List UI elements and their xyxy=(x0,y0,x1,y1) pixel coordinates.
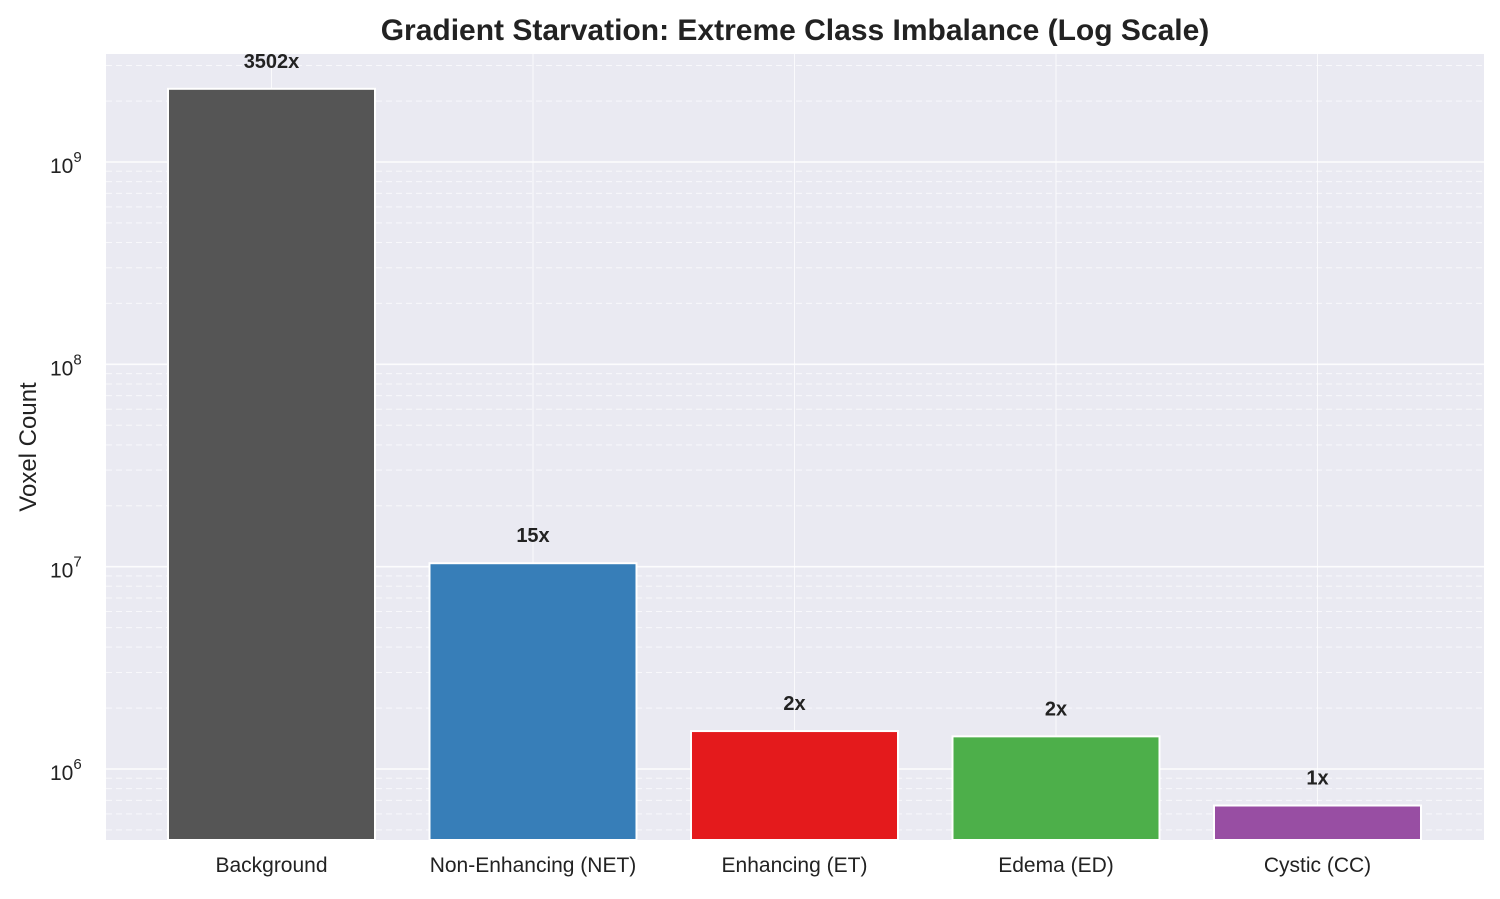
bars xyxy=(167,87,1422,842)
bar-edema-ed xyxy=(951,735,1161,841)
bar-value-label: 2x xyxy=(1045,698,1067,720)
bar-non-enhancing-net xyxy=(428,562,638,842)
bar-value-label: 3502x xyxy=(244,51,300,73)
y-tick-label: 107 xyxy=(50,554,82,583)
x-axis-ticks: Background Non-Enhancing (NET) Enhancing (… xyxy=(215,854,1371,877)
bar-enhancing-et xyxy=(690,730,899,841)
y-tick-label: 109 xyxy=(50,149,82,178)
bar-value-label: 2x xyxy=(783,693,805,715)
bar-cystic-cc xyxy=(1213,804,1422,841)
x-tick-label: Background xyxy=(215,854,327,877)
bar-value-label: 15x xyxy=(516,525,549,547)
y-tick-label: 108 xyxy=(50,351,82,380)
bar-value-labels: 3502x 15x 2x 2x 1x xyxy=(244,51,1329,790)
bar-background xyxy=(167,87,376,841)
x-tick-label: Edema (ED) xyxy=(998,854,1114,877)
y-axis-label: Voxel Count xyxy=(15,382,42,512)
y-tick-label: 106 xyxy=(50,756,82,785)
bar-value-label: 1x xyxy=(1306,768,1328,790)
y-axis-ticks: 106 107 108 109 xyxy=(50,149,82,785)
x-tick-label: Enhancing (ET) xyxy=(722,854,868,877)
chart-title: Gradient Starvation: Extreme Class Imbal… xyxy=(381,14,1210,47)
x-tick-label: Cystic (CC) xyxy=(1264,854,1371,877)
x-tick-label: Non-Enhancing (NET) xyxy=(430,854,637,877)
